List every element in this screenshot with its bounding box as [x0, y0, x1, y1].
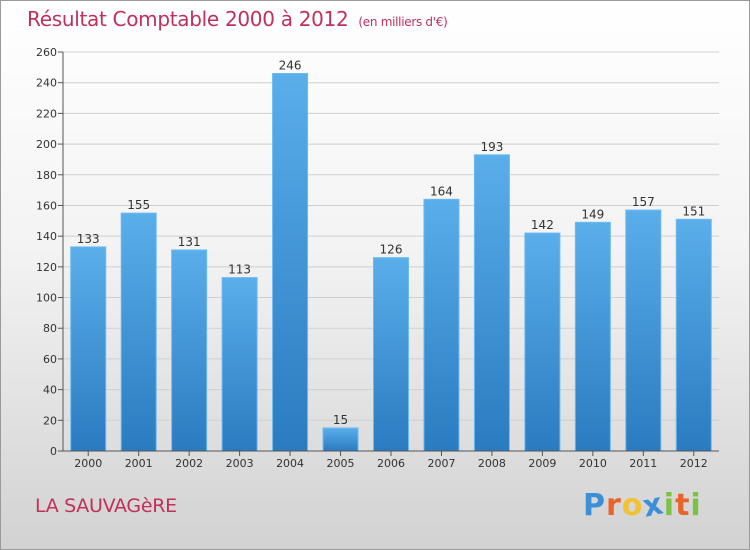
chart-subtitle: (en milliers d'€): [358, 15, 448, 29]
bar-2006: [373, 257, 409, 452]
chart-title-text: Résultat Comptable 2000 à 2012: [27, 7, 349, 31]
chart-title: Résultat Comptable 2000 à 2012 (en millie…: [27, 7, 448, 31]
bar-value-label: 193: [480, 140, 503, 154]
logo-letter: o: [621, 488, 644, 523]
y-tick-label: 60: [43, 353, 57, 366]
y-tick-label: 120: [36, 261, 57, 274]
x-tick-label: 2012: [680, 457, 708, 470]
logo-letter: P: [583, 488, 606, 523]
bar-2009: [524, 232, 561, 452]
bar-value-label: 142: [531, 218, 554, 232]
bar-2005: [322, 427, 359, 452]
bars: 133 155 131 113 246 15 126 164 193 142 149 157 151: [70, 58, 712, 452]
logo-letter: t: [675, 488, 691, 523]
bar-2000: [70, 246, 107, 452]
x-tick-label: 2004: [276, 457, 304, 470]
bar-2004: [272, 72, 309, 452]
logo-letter: i: [690, 488, 702, 523]
y-tick-label: 100: [36, 292, 57, 305]
bar-2008: [473, 154, 510, 452]
x-tick-label: 2001: [125, 457, 153, 470]
x-tick-label: 2005: [327, 457, 355, 470]
bar-value-label: 133: [77, 232, 100, 246]
bar-value-label: 131: [178, 235, 201, 249]
y-tick-label: 200: [36, 138, 57, 151]
bar-value-label: 246: [279, 58, 302, 72]
y-tick-label: 0: [50, 445, 57, 458]
y-tick-label: 180: [36, 169, 57, 182]
x-tick-label: 2007: [427, 457, 455, 470]
x-tick-label: 2010: [579, 457, 607, 470]
axes: 0 20 40 60 80 100 120 140 160 180 200 220 240 260 2000…: [36, 46, 719, 470]
x-tick-label: 2011: [629, 457, 657, 470]
y-tick-label: 260: [36, 46, 57, 59]
bar-2012: [675, 218, 712, 452]
logo-letter: r: [606, 488, 622, 523]
logo-letter: i: [663, 488, 676, 523]
place-name: LA SAUVAGèRE: [35, 495, 177, 517]
x-tick-label: 2003: [226, 457, 254, 470]
bar-2001: [120, 212, 157, 452]
bar-value-label: 113: [228, 263, 251, 277]
y-tick-label: 240: [36, 77, 57, 90]
bar-value-label: 164: [430, 184, 453, 198]
y-tick-label: 140: [36, 230, 57, 243]
x-tick-label: 2008: [478, 457, 506, 470]
x-tick-label: 2002: [175, 457, 203, 470]
x-tick-label: 2000: [74, 457, 102, 470]
bar-value-label: 15: [333, 413, 348, 427]
y-tick-label: 160: [36, 199, 57, 212]
bar-value-label: 157: [632, 195, 655, 209]
bar-2011: [625, 209, 662, 452]
y-tick-label: 20: [43, 414, 57, 427]
bar-2007: [423, 198, 460, 452]
y-tick-label: 220: [36, 107, 57, 120]
x-tick-label: 2009: [528, 457, 556, 470]
bar-2010: [574, 221, 611, 452]
bar-value-label: 151: [682, 204, 705, 218]
y-tick-label: 80: [43, 322, 57, 335]
x-tick-label: 2006: [377, 457, 405, 470]
bar-2003: [221, 277, 258, 452]
y-tick-label: 40: [43, 384, 57, 397]
bar-value-label: 149: [581, 207, 604, 221]
proxiti-logo: Proxiti: [583, 486, 702, 524]
bar-2002: [171, 249, 208, 452]
bar-value-label: 155: [127, 198, 150, 212]
bar-value-label: 126: [380, 243, 403, 257]
